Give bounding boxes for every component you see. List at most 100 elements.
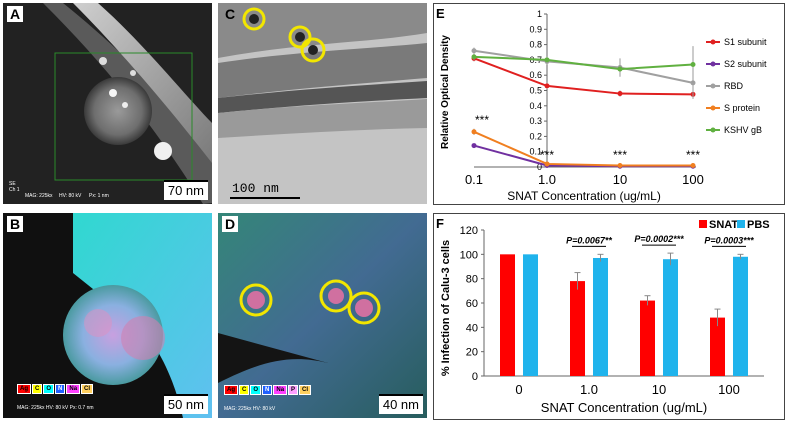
x-tick-label: 1.0 <box>580 382 598 397</box>
element-chip-na: Na <box>273 385 288 395</box>
series-line <box>473 55 694 71</box>
legend-swatch <box>699 220 707 228</box>
significance-annotation: *** <box>613 148 627 162</box>
x-tick-label: 10 <box>613 172 627 187</box>
panel-d-letter: D <box>222 216 239 232</box>
element-chip-c: C <box>32 384 43 394</box>
x-tick-label: 100 <box>718 382 740 397</box>
data-point <box>617 162 623 168</box>
y-tick-label: 0.1 <box>529 147 542 157</box>
series-line <box>473 57 694 96</box>
data-point <box>544 83 550 89</box>
panel-c-letter: C <box>225 6 236 22</box>
legend-label: S2 subunit <box>724 59 767 69</box>
element-chip-n: N <box>55 384 66 394</box>
legend-swatch-marker <box>710 61 716 67</box>
bar-pbs <box>733 256 748 376</box>
panel-b-eds-map <box>3 213 212 418</box>
y-tick-label: 0 <box>537 162 542 172</box>
data-point <box>471 54 477 60</box>
element-chip-o: O <box>43 384 55 394</box>
x-axis-label: SNAT Concentration (ug/mL) <box>507 189 661 203</box>
bar-pbs <box>523 254 538 376</box>
significance-annotation: *** <box>686 148 700 162</box>
legend-swatch-marker <box>710 39 716 45</box>
panel-a-letter: A <box>7 6 24 22</box>
y-tick-label: 40 <box>466 322 478 334</box>
legend-label: RBD <box>724 81 744 91</box>
y-tick-label: 0.6 <box>529 70 542 80</box>
legend-label: SNAT <box>709 219 738 231</box>
bar-snat <box>640 300 655 376</box>
panel-a-scale-bar: 70 nm <box>163 180 208 200</box>
element-chip-cl: Cl <box>299 385 312 395</box>
data-point <box>690 162 696 168</box>
panel-a-meta-0: SE <box>9 181 16 187</box>
y-tick-label: 120 <box>460 225 478 237</box>
x-tick-label: 0.1 <box>465 172 483 187</box>
x-axis-label: SNAT Concentration (ug/mL) <box>541 400 707 415</box>
panel-f-chart: F 0 20 40 60 80 100 120% Infection of Calu-3 ce… <box>433 213 785 420</box>
panel-b-letter: B <box>7 216 24 232</box>
panel-c-scale-label: 100 nm <box>232 181 279 196</box>
panel-c-micrograph <box>218 3 427 204</box>
panel-d-image: D Ag C O N Na P Cl MAG: 225kx HV: 80 kV … <box>218 213 427 418</box>
legend-swatch-marker <box>710 83 716 89</box>
series-line <box>473 144 693 168</box>
y-axis-label: Relative Optical Density <box>440 35 451 149</box>
data-point <box>617 91 623 97</box>
bar-snat <box>710 317 725 376</box>
panel-a-meta-4: Px: 1 nm <box>89 193 109 199</box>
legend-label: S1 subunit <box>724 37 767 47</box>
p-value-label: P=0.0002*** <box>634 234 684 244</box>
y-tick-label: 100 <box>460 249 478 261</box>
y-tick-label: 60 <box>466 298 478 310</box>
y-tick-label: 0.8 <box>529 40 542 50</box>
panel-e-letter: E <box>436 6 445 21</box>
legend-label: KSHV gB <box>724 125 762 135</box>
data-point <box>471 129 477 135</box>
element-chip-o: O <box>250 385 262 395</box>
p-value-label: P=0.0003*** <box>704 235 754 245</box>
panel-d-element-legend: Ag C O N Na P Cl <box>224 385 312 395</box>
element-chip-cl: Cl <box>81 384 94 394</box>
y-tick-label: 0.4 <box>529 101 542 111</box>
y-tick-label: 0.3 <box>529 116 542 126</box>
bar-pbs <box>663 259 678 376</box>
element-chip-n: N <box>262 385 273 395</box>
data-point <box>471 48 477 54</box>
y-tick-label: 0 <box>472 371 478 383</box>
panel-d-scale-bar: 40 nm <box>378 394 423 414</box>
data-point <box>471 143 477 149</box>
panel-e-svg: E00.10.20.30.40.50.60.70.80.910.1 1.0 10 10… <box>436 6 767 203</box>
significance-annotation: *** <box>475 113 489 127</box>
y-tick-label: 0.9 <box>529 24 542 34</box>
element-chip-p: P <box>288 385 299 395</box>
y-axis-label: % Infection of Calu-3 cells <box>440 240 452 376</box>
y-tick-label: 20 <box>466 347 478 359</box>
data-point <box>617 66 623 72</box>
y-tick-label: 1 <box>537 9 542 19</box>
panel-b-meta: MAG: 225kx HV: 80 kV Px: 0.7 nm <box>17 405 94 411</box>
legend-label: S protein <box>724 103 760 113</box>
element-chip-ag: Ag <box>224 385 238 395</box>
element-chip-na: Na <box>66 384 81 394</box>
y-tick-label: 80 <box>466 274 478 286</box>
element-chip-ag: Ag <box>17 384 31 394</box>
panel-e-chart: E 0 0.1 0.2 0.3 0.4 0.5 0.6 0.7 0.8 0.9 1 0.1 1.0 10 10… <box>433 3 785 205</box>
element-chip-c: C <box>239 385 250 395</box>
legend-swatch <box>737 220 745 228</box>
panel-b-scale-bar: 50 nm <box>163 394 208 414</box>
data-point <box>544 161 550 167</box>
y-tick-label: 0.2 <box>529 131 542 141</box>
bar-pbs <box>593 257 608 376</box>
p-value-label: P=0.0067** <box>566 235 612 245</box>
bar-snat <box>570 281 585 376</box>
panel-b-image: B Ag C O N Na Cl MAG: 225kx HV: 80 kV Px… <box>3 213 212 418</box>
y-tick-label: 0.5 <box>529 86 542 96</box>
panel-a-meta-2: MAG: 225kx <box>25 193 53 199</box>
panel-a-micrograph <box>3 3 212 204</box>
x-tick-label: 10 <box>652 382 666 397</box>
data-point <box>690 61 696 67</box>
